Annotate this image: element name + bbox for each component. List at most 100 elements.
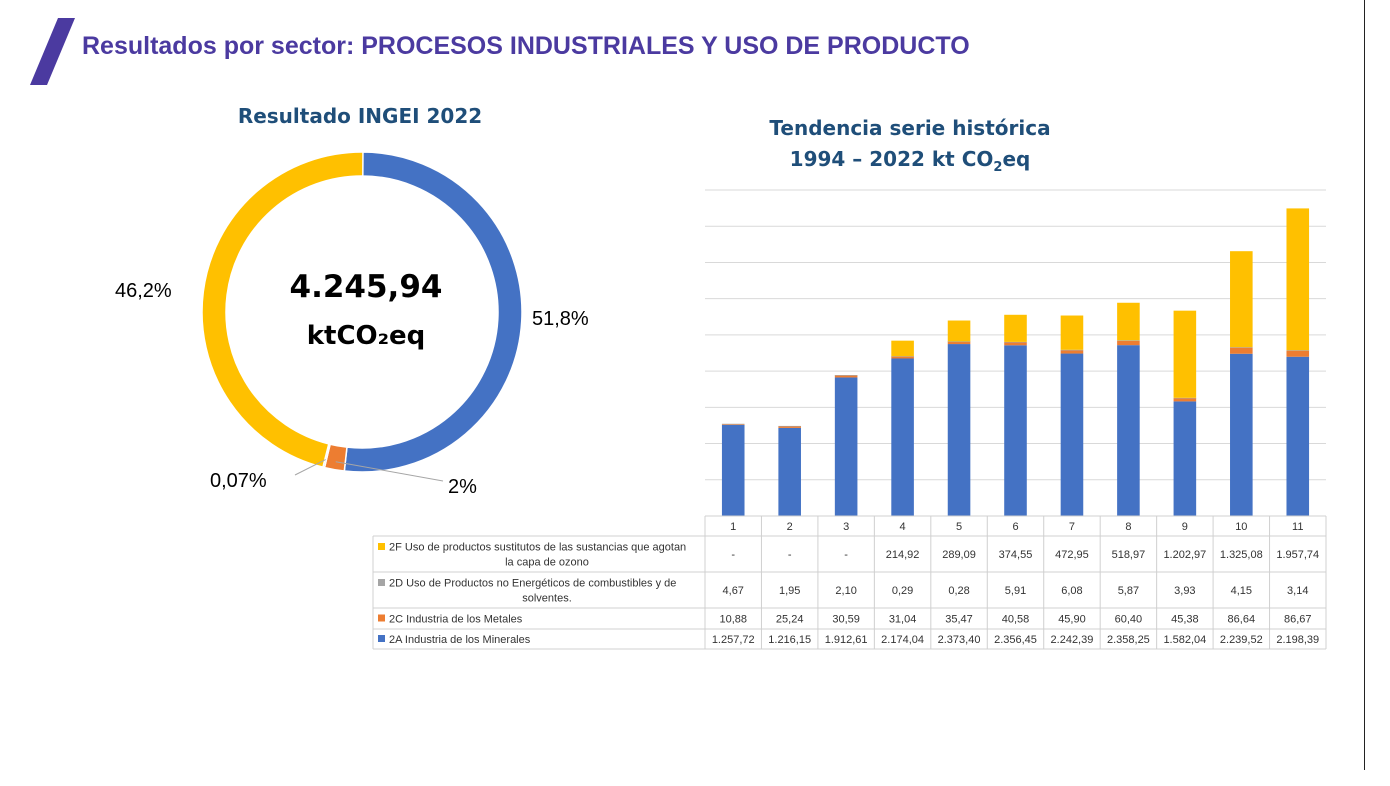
trend-chart-title: Tendencia serie histórica 1994 – 2022 kt… xyxy=(700,113,1120,183)
bar-segment-s4-c10 xyxy=(1230,251,1253,348)
table-cell-r4-c10: 2.239,52 xyxy=(1220,634,1263,646)
bar-segment-s4-c4 xyxy=(891,340,914,357)
bar-segment-s2-c6 xyxy=(1004,342,1027,346)
table-cell-r4-c3: 1.912,61 xyxy=(825,634,868,646)
x-tick-label-6: 6 xyxy=(1012,521,1018,533)
table-cell-r3-c11: 86,67 xyxy=(1284,614,1312,626)
bar-segment-s2-c8 xyxy=(1117,340,1140,346)
bar-segment-s2-c1 xyxy=(721,424,745,425)
table-cell-r4-c8: 2.358,25 xyxy=(1107,634,1150,646)
x-tick-label-11: 11 xyxy=(1292,521,1303,533)
donut-center-unit: ktCO₂eq xyxy=(307,321,426,351)
table-cell-r1-c10: 1.325,08 xyxy=(1220,549,1263,561)
table-cell-r2-c11: 3,14 xyxy=(1287,585,1308,597)
bar-segment-s3-c7 xyxy=(1060,349,1084,351)
x-tick-label-9: 9 xyxy=(1182,521,1188,533)
table-cell-r4-c2: 1.216,15 xyxy=(768,634,811,646)
bar-segment-s3-c9 xyxy=(1173,397,1197,399)
trend-title-line2-sub: 2 xyxy=(993,160,1003,175)
bar-segment-s3-c6 xyxy=(1004,341,1027,343)
legend-swatch-3 xyxy=(378,614,385,622)
legend-label-2: 2D Uso de Productos no Energéticos de co… xyxy=(389,578,676,605)
table-cell-r1-c2: - xyxy=(788,549,792,561)
bar-segment-s2-c10 xyxy=(1230,347,1253,354)
table-cell-r2-c7: 6,08 xyxy=(1061,585,1082,597)
donut-data-label-3: 0,07% xyxy=(210,470,267,492)
table-cell-r2-c6: 5,91 xyxy=(1005,585,1026,597)
bar-segment-s4-c8 xyxy=(1117,302,1140,341)
table-cell-r3-c10: 86,64 xyxy=(1228,614,1256,626)
donut-chart-title: Resultado INGEI 2022 xyxy=(237,104,483,128)
legend-swatch-1 xyxy=(378,543,385,550)
right-divider xyxy=(1364,0,1365,770)
bar-segment-s2-c5 xyxy=(947,341,971,345)
x-tick-label-8: 8 xyxy=(1125,521,1131,533)
table-cell-r3-c2: 25,24 xyxy=(776,614,804,626)
bar-segment-s3-c2 xyxy=(778,425,801,427)
donut-center-value: 4.245,94 xyxy=(290,269,443,305)
bar-segment-s2-c9 xyxy=(1173,398,1197,402)
table-cell-r1-c1: - xyxy=(731,549,735,561)
bar-segment-s3-c5 xyxy=(947,341,971,343)
bar-segment-s1-c3 xyxy=(834,377,858,516)
table-cell-r4-c5: 2.373,40 xyxy=(938,634,981,646)
legend-label-1: 2F Uso de productos sustitutos de las su… xyxy=(389,542,686,569)
trend-title-line2-prefix: 1994 – 2022 kt CO xyxy=(789,147,994,171)
bar-segment-s3-c10 xyxy=(1230,347,1253,348)
table-cell-r3-c3: 30,59 xyxy=(832,614,860,626)
bar-segment-s2-c4 xyxy=(891,356,914,359)
trend-title-line2-suffix: eq xyxy=(1002,147,1031,171)
table-cell-r3-c4: 31,04 xyxy=(889,614,917,626)
bar-segment-s4-c9 xyxy=(1173,310,1197,398)
bar-segment-s1-c9 xyxy=(1173,401,1197,516)
table-cell-r1-c11: 1.957,74 xyxy=(1276,549,1319,561)
table-cell-r2-c9: 3,93 xyxy=(1174,585,1195,597)
bar-segment-s4-c11 xyxy=(1286,208,1310,351)
legend-swatch-4 xyxy=(378,635,385,642)
bar-segment-s3-c3 xyxy=(834,375,858,376)
bar-segment-s2-c2 xyxy=(778,426,801,428)
donut-chart: 51,8% 2% 0,07% 46,2% 4.245,94 ktCO₂eq xyxy=(115,151,589,498)
table-cell-r4-c9: 1.582,04 xyxy=(1163,634,1206,646)
x-tick-label-4: 4 xyxy=(900,521,906,533)
table-cell-r3-c7: 45,90 xyxy=(1058,614,1086,626)
table-cell-r1-c5: 289,09 xyxy=(942,549,976,561)
page-title: Resultados por sector: PROCESOS INDUSTRI… xyxy=(82,32,970,60)
table-cell-r4-c1: 1.257,72 xyxy=(712,634,755,646)
table-cell-r4-c11: 2.198,39 xyxy=(1276,634,1319,646)
x-tick-label-2: 2 xyxy=(787,521,793,533)
bar-segment-s1-c8 xyxy=(1117,345,1140,516)
bar-segment-s1-c11 xyxy=(1286,356,1310,516)
bar-segment-s3-c11 xyxy=(1286,350,1310,351)
table-cell-r1-c4: 214,92 xyxy=(886,549,920,561)
x-tick-label-1: 1 xyxy=(730,521,736,533)
table-cell-r1-c3: - xyxy=(844,549,848,561)
table-cell-r2-c2: 1,95 xyxy=(779,585,800,597)
x-tick-label-10: 10 xyxy=(1235,521,1247,533)
bar-segment-s1-c7 xyxy=(1060,353,1084,516)
bar-segment-s1-c10 xyxy=(1230,353,1253,516)
bar-segment-s3-c8 xyxy=(1117,340,1140,341)
table-cell-r1-c6: 374,55 xyxy=(999,549,1033,561)
table-cell-r4-c4: 2.174,04 xyxy=(881,634,924,646)
donut-data-label-2: 2% xyxy=(448,476,477,498)
donut-slice-4 xyxy=(201,151,364,469)
table-cell-r2-c1: 4,67 xyxy=(723,585,744,597)
table-cell-r2-c8: 5,87 xyxy=(1118,585,1139,597)
bar-segment-s1-c2 xyxy=(778,427,801,516)
table-cell-r2-c3: 2,10 xyxy=(835,585,856,597)
table-cell-r2-c10: 4,15 xyxy=(1231,585,1252,597)
table-cell-r4-c7: 2.242,39 xyxy=(1051,634,1094,646)
trend-title-line1: Tendencia serie histórica xyxy=(769,116,1051,140)
x-tick-label-3: 3 xyxy=(843,521,849,533)
legend-swatch-2 xyxy=(378,579,385,586)
donut-data-label-1: 51,8% xyxy=(532,308,589,330)
table-cell-r3-c5: 35,47 xyxy=(945,614,973,626)
bar-segment-s3-c1 xyxy=(721,423,745,425)
bar-segment-s2-c7 xyxy=(1060,350,1084,354)
table-cell-r1-c8: 518,97 xyxy=(1112,549,1146,561)
table-cell-r1-c9: 1.202,97 xyxy=(1163,549,1206,561)
x-tick-label-7: 7 xyxy=(1069,521,1075,533)
table-cell-r2-c4: 0,29 xyxy=(892,585,913,597)
